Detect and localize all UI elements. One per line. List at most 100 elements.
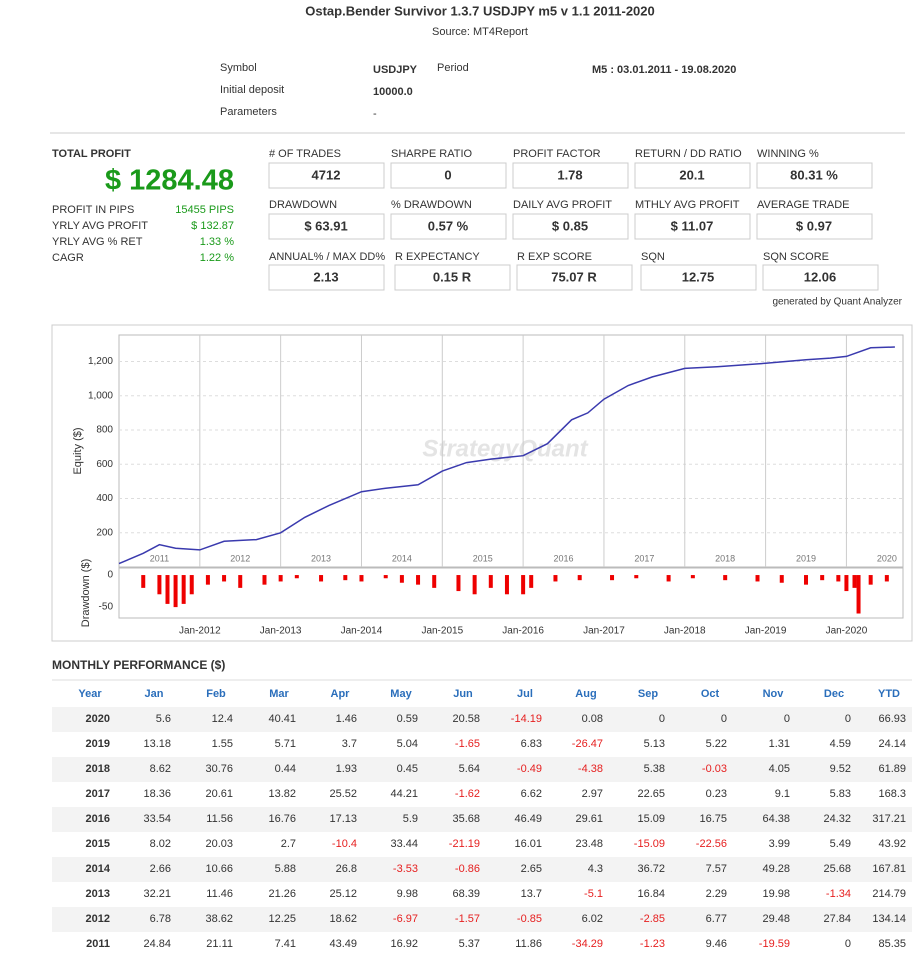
stat-label: CAGR <box>52 252 84 264</box>
table-cell: 29.48 <box>762 913 790 925</box>
stat-value: 15455 PIPS <box>175 204 234 216</box>
x-tick-label: Jan-2018 <box>664 626 706 637</box>
table-cell: 19.98 <box>762 888 790 900</box>
table-row-bg <box>52 707 912 732</box>
table-cell: 0 <box>721 713 727 725</box>
metric-box <box>516 264 633 291</box>
info-value: USDJPY <box>373 64 418 76</box>
drawdown-bar <box>399 575 404 583</box>
table-cell: 3.99 <box>769 838 790 850</box>
table-cell: 2.66 <box>150 863 171 875</box>
x-tick-label: Jan-2013 <box>260 626 302 637</box>
x-tick-label: Jan-2016 <box>502 626 544 637</box>
table-cell: 22.65 <box>637 788 665 800</box>
drawdown-bar <box>157 575 162 595</box>
table-header: Mar <box>269 688 289 700</box>
metric-value: 0.57 % <box>428 218 469 233</box>
table-cell: 0.23 <box>706 788 727 800</box>
table-cell: 13.7 <box>521 888 542 900</box>
metric-label: SQN SCORE <box>763 251 829 263</box>
drawdown-bar <box>779 575 784 583</box>
table-cell: 2.65 <box>521 863 542 875</box>
table-cell: 25.12 <box>329 888 357 900</box>
x-tick-label: 2017 <box>634 553 654 563</box>
drawdown-bar <box>189 575 194 595</box>
y-axis-label: Drawdown ($) <box>80 559 92 627</box>
metric-value: $ 0.85 <box>552 218 588 233</box>
total-label: TOTAL PROFIT <box>52 148 131 160</box>
table-cell: 24.14 <box>878 738 906 750</box>
y-axis-label: Equity ($) <box>72 427 84 474</box>
table-header: Year <box>78 688 102 700</box>
table-cell: 16.84 <box>637 888 665 900</box>
drawdown-bar <box>181 575 186 604</box>
metric-value: 0 <box>444 167 451 182</box>
table-row-bg <box>52 857 912 882</box>
drawdown-bar <box>319 575 324 582</box>
table-year: 2014 <box>86 863 111 875</box>
table-year: 2018 <box>86 763 110 775</box>
metric-value: 20.1 <box>679 167 704 182</box>
x-tick-label: 2012 <box>230 553 250 563</box>
metric-box <box>512 162 629 189</box>
table-header: Nov <box>763 688 785 700</box>
metric-box <box>756 213 873 240</box>
table-header: Aug <box>575 688 596 700</box>
metric-value: $ 11.07 <box>671 218 714 233</box>
table-cell: 13.18 <box>143 738 171 750</box>
metric-box <box>268 213 385 240</box>
y-tick-label: 0 <box>107 570 113 581</box>
table-cell: 29.61 <box>575 813 603 825</box>
table-cell: 1.46 <box>336 713 357 725</box>
metric-box <box>394 264 511 291</box>
metric-label: SQN <box>641 251 665 263</box>
plot-area <box>118 567 904 619</box>
drawdown-bar <box>141 575 146 588</box>
table-cell: 0.45 <box>397 763 418 775</box>
table-cell: -26.47 <box>572 738 603 750</box>
metric-label: DRAWDOWN <box>269 199 337 211</box>
x-tick-label: 2018 <box>715 553 735 563</box>
metric-value: 12.06 <box>804 269 837 284</box>
drawdown-bar <box>222 575 227 582</box>
metric-value: $ 0.97 <box>796 218 832 233</box>
table-cell: -0.86 <box>455 863 480 875</box>
drawdown-bar <box>504 575 509 595</box>
drawdown-bar <box>173 575 178 608</box>
drawdown-bar <box>343 575 348 581</box>
plot-area <box>118 334 904 568</box>
metric-value: 75.07 R <box>551 269 597 284</box>
table-cell: 20.03 <box>205 838 233 850</box>
metric-box <box>634 162 751 189</box>
table-cell: 3.7 <box>342 738 357 750</box>
table-cell: -1.34 <box>826 888 851 900</box>
table-cell: -1.62 <box>455 788 480 800</box>
stat-label: YRLY AVG PROFIT <box>52 220 148 232</box>
table-cell: 7.57 <box>706 863 727 875</box>
table-cell: 5.71 <box>275 738 296 750</box>
table-cell: 5.13 <box>644 738 665 750</box>
table-year: 2015 <box>86 838 110 850</box>
table-cell: 35.68 <box>452 813 480 825</box>
table-cell: 6.78 <box>150 913 171 925</box>
table-cell: 0 <box>845 713 851 725</box>
table-cell: 9.98 <box>397 888 418 900</box>
drawdown-bar <box>238 575 243 588</box>
metric-box <box>762 264 879 291</box>
table-header: May <box>390 688 412 700</box>
table-header: Jul <box>517 688 533 700</box>
metric-label: # OF TRADES <box>269 148 341 160</box>
table-cell: 7.41 <box>275 938 296 950</box>
source: Source: MT4Report <box>432 26 528 38</box>
table-cell: 10.66 <box>205 863 233 875</box>
drawdown-bar <box>852 575 857 588</box>
table-cell: -19.59 <box>759 938 790 950</box>
table-cell: 43.92 <box>878 838 906 850</box>
metric-label: R EXP SCORE <box>517 251 592 263</box>
table-cell: 26.8 <box>336 863 357 875</box>
equity-line <box>118 346 895 565</box>
metric-label: ANNUAL% / MAX DD% <box>269 251 385 263</box>
table-row-bg <box>52 757 912 782</box>
x-tick-label: 2020 <box>877 553 897 563</box>
table-cell: 4.59 <box>830 738 851 750</box>
